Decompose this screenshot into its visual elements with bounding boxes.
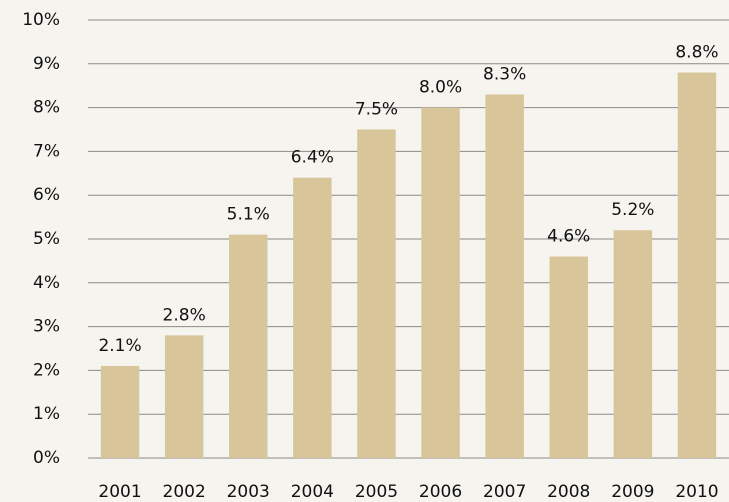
y-tick-label: 10% — [22, 10, 60, 30]
x-tick-label: 2002 — [163, 482, 206, 502]
x-tick-label: 2004 — [291, 482, 334, 502]
x-tick-label: 2005 — [355, 482, 398, 502]
value-label: 8.0% — [419, 78, 462, 98]
value-label: 2.8% — [163, 305, 206, 325]
value-label: 5.1% — [227, 205, 270, 225]
y-tick-label: 8% — [33, 98, 60, 118]
x-tick-label: 2010 — [675, 482, 718, 502]
x-tick-label: 2006 — [419, 482, 462, 502]
x-tick-label: 2007 — [483, 482, 526, 502]
y-tick-label: 3% — [33, 317, 60, 337]
y-tick-label: 5% — [33, 229, 60, 249]
y-tick-label: 4% — [33, 273, 60, 293]
y-tick-label: 6% — [33, 185, 60, 205]
bar — [613, 230, 653, 458]
x-tick-label: 2009 — [611, 482, 654, 502]
bar — [677, 72, 717, 458]
value-label: 5.2% — [611, 200, 654, 220]
bar — [549, 256, 588, 458]
y-tick-label: 2% — [33, 360, 60, 380]
bar — [164, 335, 204, 458]
value-label: 2.1% — [98, 336, 141, 356]
y-tick-label: 1% — [33, 404, 60, 424]
bar — [229, 234, 268, 458]
y-tick-label: 9% — [33, 54, 60, 74]
y-tick-label: 7% — [33, 141, 60, 161]
y-tick-label: 0% — [33, 448, 60, 468]
value-label: 6.4% — [291, 148, 334, 168]
bar — [485, 94, 524, 459]
x-tick-label: 2001 — [98, 482, 141, 502]
bar — [100, 366, 140, 458]
value-label: 8.8% — [675, 43, 718, 63]
x-tick-label: 2003 — [227, 482, 270, 502]
value-label: 4.6% — [547, 227, 590, 247]
value-label: 7.5% — [355, 100, 398, 120]
bar — [421, 107, 460, 458]
value-label: 8.3% — [483, 64, 526, 84]
bar — [293, 177, 332, 458]
x-tick-label: 2008 — [547, 482, 590, 502]
bar — [357, 129, 396, 458]
